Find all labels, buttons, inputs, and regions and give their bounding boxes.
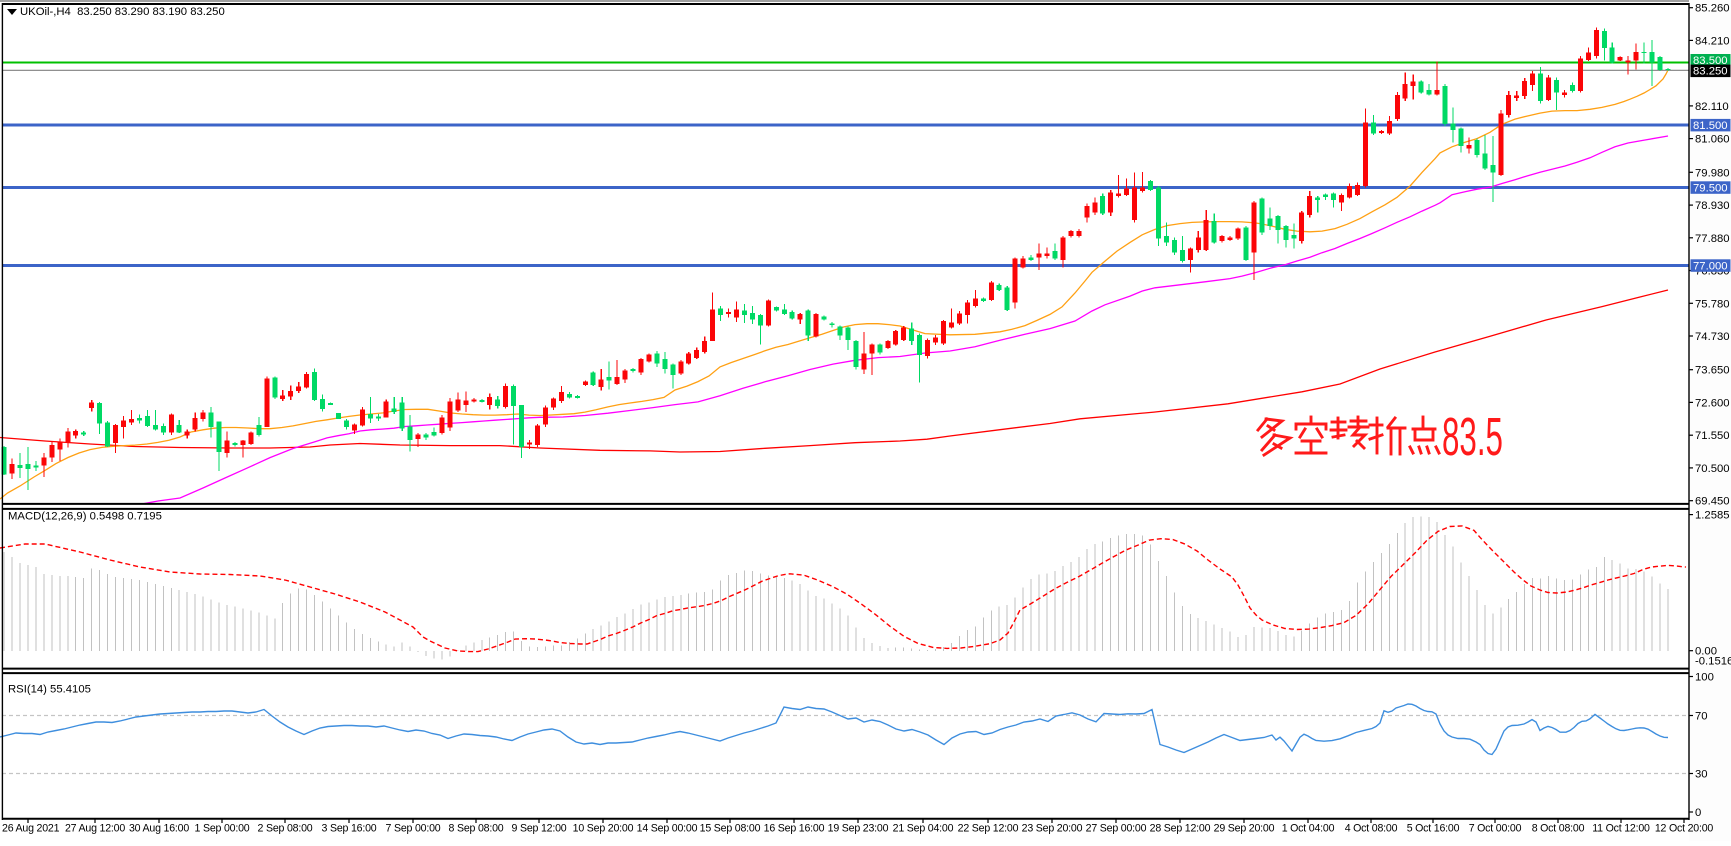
svg-text:-0.1516: -0.1516 <box>1695 656 1731 668</box>
svg-text:29 Sep 20:00: 29 Sep 20:00 <box>1214 823 1275 835</box>
svg-text:79.500: 79.500 <box>1693 182 1728 194</box>
svg-text:83.500: 83.500 <box>1693 55 1728 67</box>
svg-text:100: 100 <box>1695 672 1714 684</box>
svg-text:77.000: 77.000 <box>1693 260 1728 272</box>
svg-text:71.550: 71.550 <box>1695 430 1730 442</box>
svg-text:22 Sep 12:00: 22 Sep 12:00 <box>958 823 1019 835</box>
svg-text:30: 30 <box>1695 769 1708 781</box>
svg-text:9 Sep 12:00: 9 Sep 12:00 <box>512 823 567 835</box>
svg-text:83.250: 83.250 <box>1693 66 1728 78</box>
svg-text:8 Oct 08:00: 8 Oct 08:00 <box>1532 823 1585 835</box>
svg-text:5 Oct 16:00: 5 Oct 16:00 <box>1407 823 1460 835</box>
svg-text:84.210: 84.210 <box>1695 35 1730 47</box>
svg-text:7 Oct 00:00: 7 Oct 00:00 <box>1469 823 1522 835</box>
svg-text:74.730: 74.730 <box>1695 331 1730 343</box>
svg-text:85.260: 85.260 <box>1695 3 1730 15</box>
svg-text:79.980: 79.980 <box>1695 167 1730 179</box>
svg-text:77.880: 77.880 <box>1695 233 1730 245</box>
svg-text:27 Sep 00:00: 27 Sep 00:00 <box>1086 823 1147 835</box>
svg-text:81.500: 81.500 <box>1693 120 1728 132</box>
svg-text:23 Sep 20:00: 23 Sep 20:00 <box>1022 823 1083 835</box>
svg-text:12 Oct 20:00: 12 Oct 20:00 <box>1655 823 1714 835</box>
svg-text:0: 0 <box>1695 807 1701 819</box>
svg-text:70.500: 70.500 <box>1695 463 1730 475</box>
svg-text:19 Sep 23:00: 19 Sep 23:00 <box>828 823 889 835</box>
svg-text:73.650: 73.650 <box>1695 365 1730 377</box>
svg-text:26 Aug 2021: 26 Aug 2021 <box>2 823 60 835</box>
svg-text:1 Oct 04:00: 1 Oct 04:00 <box>1282 823 1335 835</box>
svg-text:MACD(12,26,9) 0.5498 0.7195: MACD(12,26,9) 0.5498 0.7195 <box>8 511 162 523</box>
svg-text:7 Sep 00:00: 7 Sep 00:00 <box>386 823 441 835</box>
svg-text:2 Sep 08:00: 2 Sep 08:00 <box>258 823 313 835</box>
svg-text:82.110: 82.110 <box>1695 101 1729 113</box>
svg-text:4 Oct 08:00: 4 Oct 08:00 <box>1345 823 1398 835</box>
svg-text:16 Sep 16:00: 16 Sep 16:00 <box>764 823 825 835</box>
svg-text:0.00: 0.00 <box>1695 646 1717 658</box>
svg-text:70: 70 <box>1695 711 1708 723</box>
svg-text:69.450: 69.450 <box>1695 496 1730 508</box>
svg-text:8 Sep 08:00: 8 Sep 08:00 <box>449 823 504 835</box>
svg-text:RSI(14) 55.4105: RSI(14) 55.4105 <box>8 684 91 696</box>
svg-text:83.5: 83.5 <box>1442 407 1503 467</box>
svg-text:75.780: 75.780 <box>1695 298 1730 310</box>
svg-text:1.2585: 1.2585 <box>1695 510 1730 522</box>
svg-text:10 Sep 20:00: 10 Sep 20:00 <box>573 823 634 835</box>
svg-text:UKOil-,H4 83.250 83.290 83.19: UKOil-,H4 83.250 83.290 83.190 83.250 <box>20 6 225 18</box>
svg-text:15 Sep 08:00: 15 Sep 08:00 <box>700 823 761 835</box>
svg-text:3 Sep 16:00: 3 Sep 16:00 <box>322 823 377 835</box>
svg-text:28 Sep 12:00: 28 Sep 12:00 <box>1150 823 1211 835</box>
svg-text:11 Oct 12:00: 11 Oct 12:00 <box>1592 823 1650 835</box>
svg-text:14 Sep 00:00: 14 Sep 00:00 <box>637 823 698 835</box>
svg-text:21 Sep 04:00: 21 Sep 04:00 <box>893 823 954 835</box>
svg-text:72.600: 72.600 <box>1695 397 1730 409</box>
svg-text:78.930: 78.930 <box>1695 200 1730 212</box>
svg-text:30 Aug 16:00: 30 Aug 16:00 <box>129 823 189 835</box>
svg-text:27 Aug 12:00: 27 Aug 12:00 <box>65 823 125 835</box>
svg-text:81.060: 81.060 <box>1695 134 1730 146</box>
svg-text:1 Sep 00:00: 1 Sep 00:00 <box>195 823 250 835</box>
